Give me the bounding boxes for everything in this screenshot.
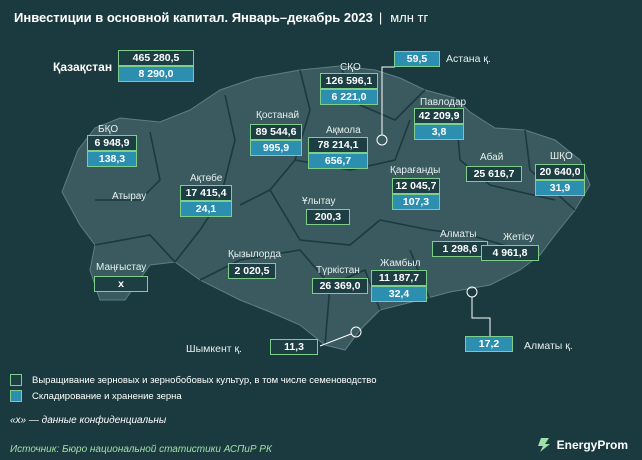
karaganda-storage-box: 107,3 — [392, 194, 440, 210]
border-kyzylorda-turkistan — [199, 249, 331, 346]
pavlodar-storage-box: 3,8 — [414, 124, 464, 140]
legend-grain: Выращивание зерновых и зернобобовых куль… — [10, 374, 377, 386]
region-label-abai: Абай — [480, 152, 504, 163]
zhetisu-grain-box: 4 961,8 — [481, 245, 539, 261]
shymkent-leader — [319, 333, 352, 347]
border-karaganda-ulytau — [269, 189, 381, 246]
aktobe-grain-box: 17 415,4 — [180, 185, 232, 201]
astana-grain-box: 59,5 — [394, 51, 440, 67]
country-label: Қазақстан — [53, 60, 113, 74]
region-label-mangystau: Маңғыстау — [96, 262, 147, 273]
region-label-zhambyl: Жамбыл — [380, 258, 421, 269]
source-text: Источник: Бюро национальной статистики А… — [10, 444, 272, 455]
region-label-kostanay: Қостанай — [256, 110, 300, 121]
astana-leader — [381, 66, 395, 135]
legend-storage: Складирование и хранение зерна — [10, 390, 182, 402]
shymkent-grain-box: 11,3 — [270, 339, 318, 355]
region-label-almaty-city: Алматы қ. — [524, 340, 573, 352]
region-label-kyzylorda: Қызылорда — [228, 249, 282, 260]
ulytau-grain-box: 200,3 — [306, 209, 350, 225]
border-karaganda-almaty — [379, 219, 521, 251]
region-label-zhetisu: Жетісу — [503, 232, 535, 243]
region-label-almaty: Алматы — [440, 229, 477, 240]
region-label-akmola: Ақмола — [326, 125, 361, 136]
akmola-storage-box: 656,7 — [308, 153, 368, 169]
sko-storage-box: 6 221,0 — [320, 89, 378, 105]
pavlodar-grain-box: 42 209,9 — [414, 108, 464, 124]
legend-storage-swatch — [10, 390, 22, 402]
shymkent-marker — [350, 326, 362, 338]
country-grain-box: 465 280,5 — [118, 50, 194, 66]
region-label-astana: Астана қ. — [446, 53, 491, 65]
zhambyl-storage-box: 32,4 — [371, 286, 427, 302]
legend-storage-label: Складирование и хранение зерна — [32, 390, 182, 402]
region-label-karaganda: Қарағанды — [390, 165, 441, 176]
logo-text: EnergyProm — [556, 438, 628, 452]
region-label-sko: СҚО — [340, 62, 361, 73]
kyzylorda-grain-box: 2 020,5 — [228, 263, 276, 279]
region-label-aktobe: Ақтөбе — [190, 173, 223, 184]
karaganda-grain-box: 12 045,7 — [392, 178, 440, 194]
border-abai-vko — [524, 129, 576, 211]
brand-logo: EnergyProm — [535, 437, 628, 453]
title-separator: | — [378, 10, 383, 25]
vko-storage-box: 31,9 — [535, 180, 585, 196]
almaty-grain-box: 1 298,6 — [432, 241, 488, 257]
vko-grain-box: 20 640,0 — [535, 164, 585, 180]
border-bko-aktobe — [95, 131, 161, 201]
kostanay-storage-box: 995,9 — [250, 140, 302, 156]
aktobe-storage-box: 24,1 — [180, 201, 232, 217]
sko-grain-box: 126 596,1 — [320, 73, 378, 89]
almaty-city-grain-box: 17,2 — [465, 336, 513, 352]
region-label-shymkent: Шымкент қ. — [186, 343, 242, 355]
abai-grain-box: 25 616,7 — [466, 166, 522, 182]
country-outline — [61, 65, 591, 351]
region-label-atyrau: Атырау — [112, 191, 147, 202]
legend-grain-label: Выращивание зерновых и зернобобовых куль… — [32, 374, 377, 386]
border-atyrau-mangystau — [94, 234, 176, 263]
region-label-turkistan: Түркістан — [316, 265, 360, 276]
turkistan-grain-box: 26 369,0 — [312, 278, 368, 294]
region-label-bko: БҚО — [98, 124, 119, 135]
bko-storage-box: 138,3 — [87, 151, 137, 167]
akmola-grain-box: 78 214,1 — [308, 137, 368, 153]
title-unit: млн тг — [390, 10, 429, 25]
region-label-vko: ШҚО — [550, 151, 573, 162]
country-storage-box: 8 290,0 — [118, 66, 194, 82]
mangystau-grain-box: х — [94, 276, 148, 292]
kostanay-grain-box: 89 544,6 — [250, 124, 302, 140]
region-label-ulytau: Ұлытау — [302, 196, 336, 207]
zhambyl-grain-box: 11 187,7 — [371, 270, 427, 286]
region-label-pavlodar: Павлодар — [420, 97, 467, 108]
confidential-note: «х» — данные конфиденциальны — [10, 415, 167, 426]
chart-title: Инвестиции в основной капитал. Январь–де… — [14, 10, 428, 25]
energyprom-logo-icon — [537, 438, 550, 452]
title-text: Инвестиции в основной капитал. Январь–де… — [14, 10, 373, 25]
bko-grain-box: 6 948,9 — [87, 135, 137, 151]
legend-grain-swatch — [10, 374, 22, 386]
